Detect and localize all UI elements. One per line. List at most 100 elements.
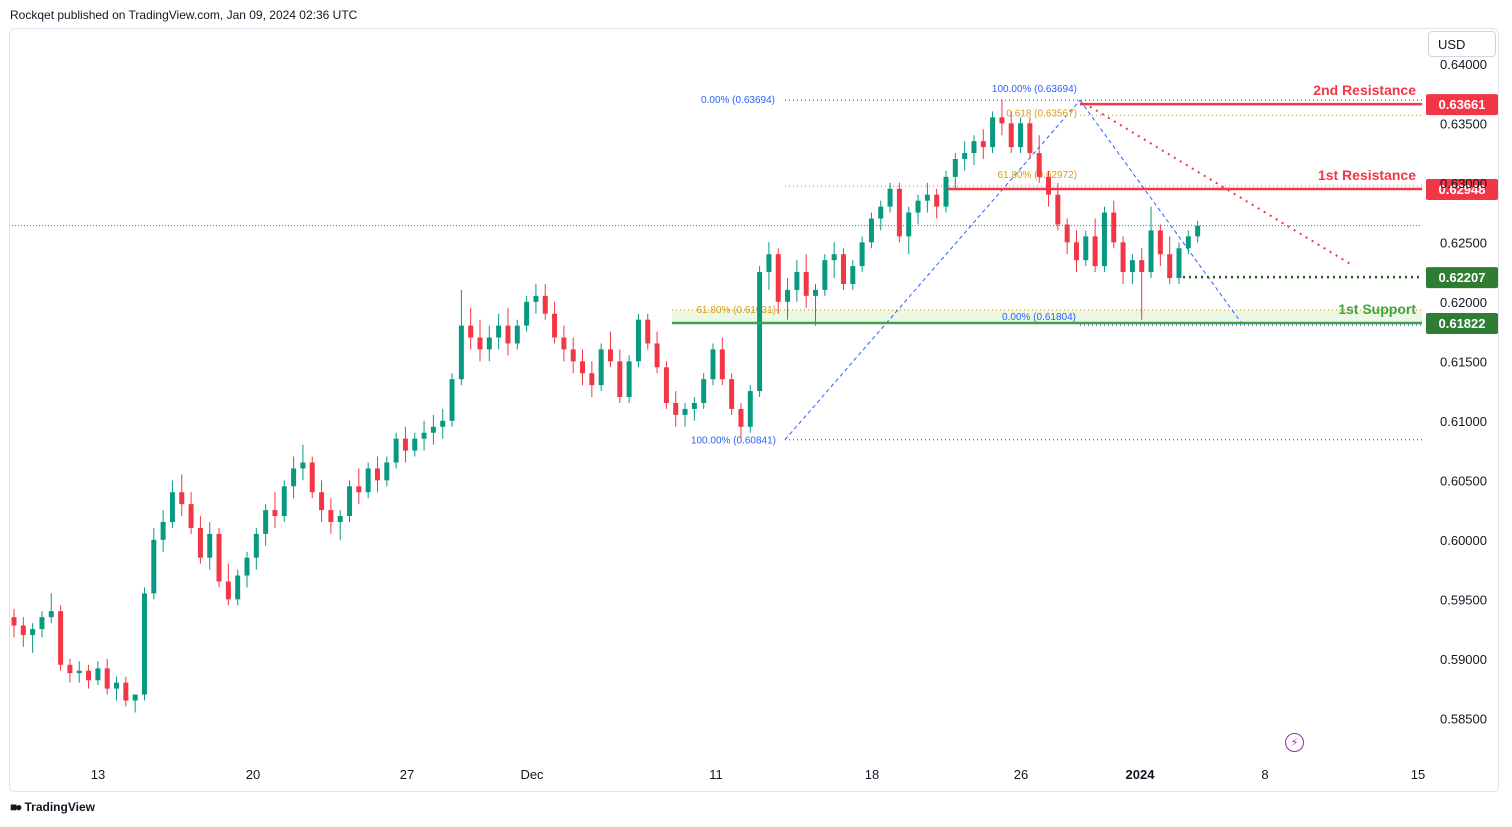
candle-body bbox=[803, 272, 809, 296]
candle-body bbox=[48, 611, 54, 618]
candle bbox=[794, 260, 800, 302]
candle-body bbox=[496, 325, 502, 338]
x-tick-label: 18 bbox=[865, 767, 879, 782]
candle-body bbox=[384, 462, 390, 481]
fib-label: 100.00% (0.63694) bbox=[992, 84, 1077, 95]
candle-body bbox=[263, 510, 269, 534]
candle-body bbox=[1064, 224, 1070, 243]
price-tag-label: 0.62948 bbox=[1439, 182, 1486, 197]
x-tick-label: 27 bbox=[400, 767, 414, 782]
candle-body bbox=[393, 438, 399, 463]
candle-body bbox=[300, 462, 306, 469]
x-tick-label: 26 bbox=[1014, 767, 1028, 782]
price-tag-label: 0.63661 bbox=[1439, 97, 1486, 112]
candle-body bbox=[141, 593, 147, 695]
support-zone bbox=[672, 310, 1422, 324]
candle-body bbox=[1195, 225, 1201, 237]
candle-body bbox=[570, 349, 576, 362]
fib-swing-down bbox=[1079, 99, 1244, 326]
candle bbox=[915, 194, 921, 225]
candle bbox=[1083, 230, 1089, 267]
candle bbox=[971, 135, 977, 165]
y-tick-label: 0.63500 bbox=[1440, 116, 1487, 131]
candle-body bbox=[160, 521, 166, 540]
candle bbox=[943, 170, 949, 213]
candle-body bbox=[626, 361, 632, 398]
y-tick-label: 0.60000 bbox=[1440, 533, 1487, 548]
candle bbox=[253, 527, 259, 570]
candle bbox=[552, 301, 558, 344]
fibonacci-layer: 0.00% (0.63694) 100.00% (0.63694) 0.618 (0… bbox=[672, 84, 1422, 447]
candle bbox=[328, 498, 334, 534]
candle-body bbox=[132, 694, 138, 701]
candle-body bbox=[505, 325, 511, 344]
candle-body bbox=[188, 504, 194, 528]
price-tag bbox=[1426, 267, 1498, 289]
candle bbox=[412, 432, 418, 457]
currency-button[interactable]: USD bbox=[1428, 31, 1496, 57]
candle bbox=[1027, 117, 1033, 160]
candle bbox=[197, 516, 203, 564]
candle bbox=[1139, 248, 1145, 320]
candle bbox=[468, 307, 474, 350]
candle-body bbox=[915, 200, 921, 213]
candle bbox=[365, 462, 371, 499]
candle bbox=[393, 432, 399, 469]
candle-body bbox=[440, 420, 446, 427]
candle-body bbox=[999, 117, 1005, 124]
candle-body bbox=[151, 539, 157, 594]
candle-body bbox=[654, 343, 660, 368]
candle-body bbox=[971, 141, 977, 154]
lightning-icon[interactable]: ⚡ bbox=[1285, 733, 1304, 752]
candle bbox=[86, 664, 92, 689]
candle-body bbox=[813, 289, 819, 296]
tradingview-logo-icon: ■● bbox=[10, 800, 22, 814]
candle bbox=[645, 313, 651, 350]
candle bbox=[654, 331, 660, 374]
level-name: 1st Resistance bbox=[1318, 167, 1416, 183]
publisher-line: Rockqet published on TradingView.com, Ja… bbox=[10, 8, 358, 22]
candle bbox=[272, 492, 278, 528]
candle-body bbox=[878, 206, 884, 219]
candle-body bbox=[887, 188, 893, 207]
candle bbox=[58, 605, 64, 671]
candle bbox=[1148, 206, 1154, 279]
candle-body bbox=[225, 581, 231, 600]
fib-swing-up bbox=[784, 99, 1081, 441]
candle bbox=[785, 278, 791, 320]
candle bbox=[607, 331, 613, 368]
footer-brand[interactable]: ■● TradingView bbox=[10, 800, 95, 814]
candle-body bbox=[868, 218, 874, 243]
candle bbox=[840, 248, 846, 290]
y-axis: 0.64000 0.63500 0.63000 0.62500 0.62000 0.615… bbox=[1440, 57, 1487, 727]
candle bbox=[1167, 236, 1173, 284]
y-tick-label: 0.61000 bbox=[1440, 414, 1487, 429]
candle-body bbox=[235, 575, 241, 600]
candle-body bbox=[1055, 194, 1061, 225]
candle bbox=[878, 200, 884, 231]
candle bbox=[1157, 224, 1163, 267]
candle-body bbox=[598, 349, 604, 386]
candle-body bbox=[169, 492, 175, 522]
candle-body bbox=[458, 325, 464, 380]
fib-label: 0.618 (0.63567) bbox=[1006, 108, 1077, 119]
price-tag bbox=[1426, 94, 1498, 116]
x-tick-label: Dec bbox=[520, 767, 544, 782]
candle-body bbox=[1176, 248, 1182, 279]
candle bbox=[710, 343, 716, 386]
candle bbox=[160, 510, 166, 552]
candle-body bbox=[30, 629, 36, 636]
candle-body bbox=[1008, 123, 1014, 148]
candle bbox=[430, 414, 436, 445]
candle bbox=[831, 242, 837, 279]
candle bbox=[263, 504, 269, 546]
level-name: 1st Support bbox=[1338, 301, 1416, 317]
candle-body bbox=[952, 159, 958, 177]
candle-body bbox=[645, 319, 651, 344]
candle-body bbox=[552, 313, 558, 338]
x-tick-label: 2024 bbox=[1126, 767, 1156, 782]
candle bbox=[216, 527, 222, 588]
candle bbox=[626, 355, 632, 403]
candle-body bbox=[859, 242, 865, 267]
